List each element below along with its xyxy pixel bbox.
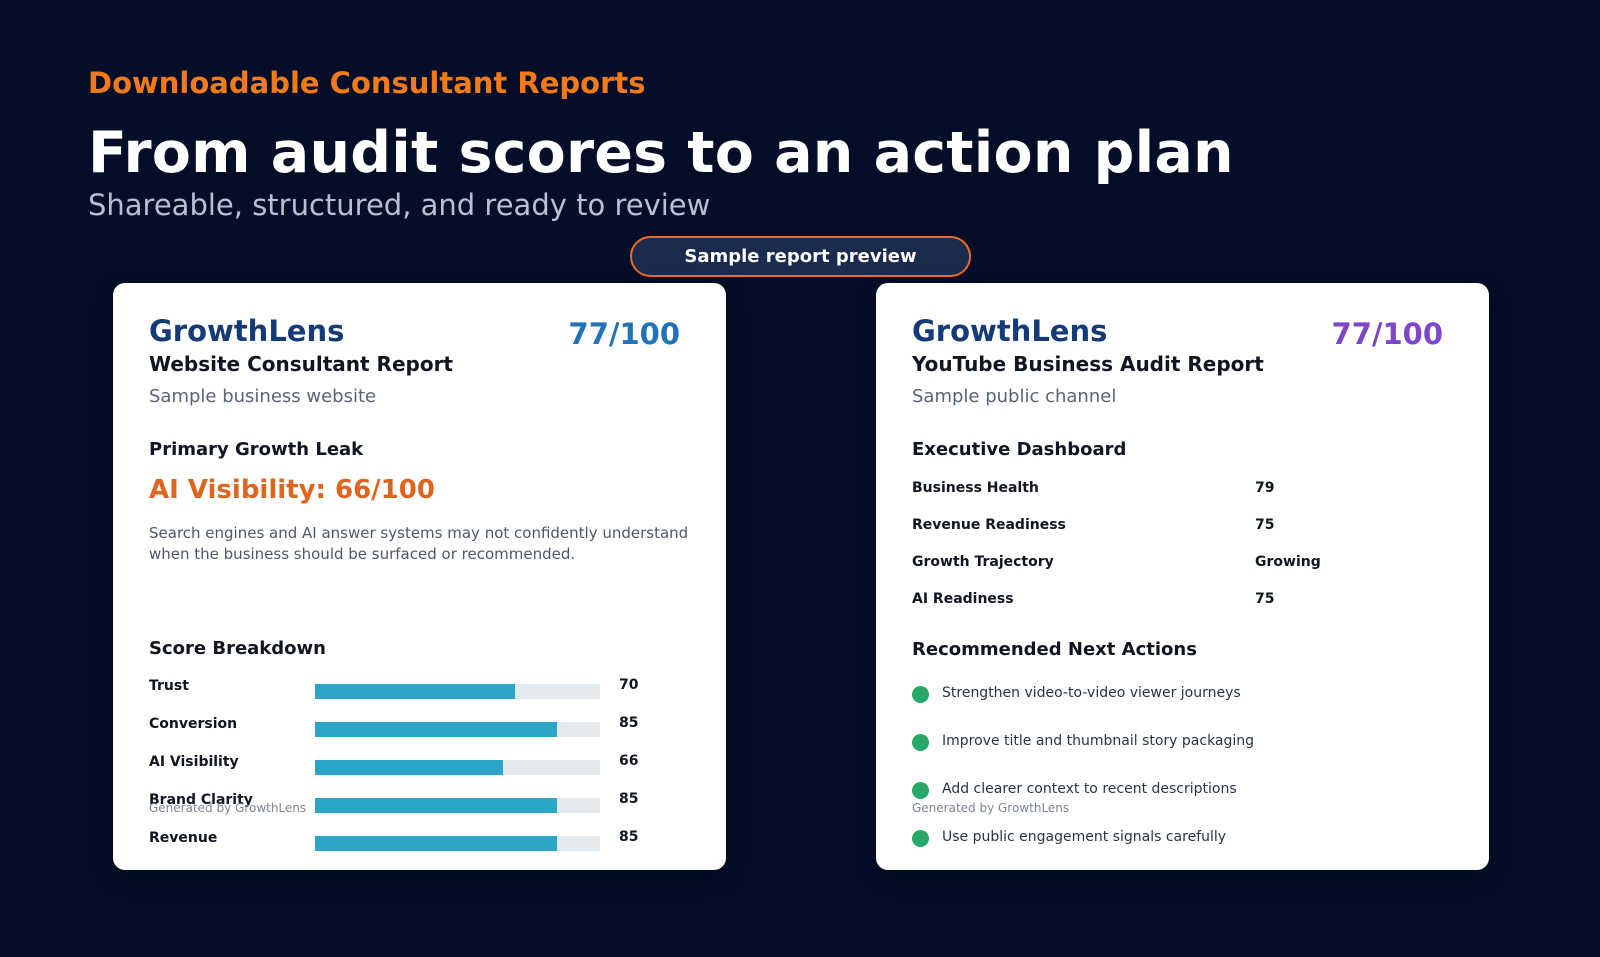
sample-preview-badge: Sample report preview — [630, 236, 971, 277]
score-bar-value: 85 — [619, 715, 639, 731]
score-bar-track — [315, 760, 600, 775]
action-item: Add clearer context to recent descriptio… — [912, 780, 1432, 802]
dashboard-label: Growth Trajectory — [912, 554, 1054, 570]
overall-score: 77/100 — [1331, 317, 1443, 351]
score-bar-fill — [315, 684, 515, 699]
score-bar-label: AI Visibility — [149, 754, 239, 770]
score-bar-track — [315, 836, 600, 851]
report-subtitle: Sample business website — [149, 386, 377, 407]
youtube-report-card: GrowthLens 77/100 YouTube Business Audit… — [876, 283, 1489, 870]
section-heading-next-actions: Recommended Next Actions — [912, 639, 1197, 660]
action-item: Improve title and thumbnail story packag… — [912, 732, 1432, 754]
check-dot-icon — [912, 830, 929, 847]
score-bar-value: 85 — [619, 791, 639, 807]
score-bar-label: Conversion — [149, 716, 238, 732]
score-bar-value: 70 — [619, 677, 639, 693]
dashboard-row: Growth Trajectory Growing — [912, 554, 1412, 574]
dashboard-value: 79 — [1255, 480, 1275, 496]
score-bar-value: 66 — [619, 753, 639, 769]
dashboard-label: AI Readiness — [912, 591, 1014, 607]
score-bar-label: Revenue — [149, 830, 218, 846]
score-bar-label: Brand Clarity — [149, 792, 253, 808]
section-heading-growth-leak: Primary Growth Leak — [149, 439, 364, 460]
report-subtitle: Sample public channel — [912, 386, 1117, 407]
score-bar-row: AI Visibility 66 — [149, 753, 689, 775]
growth-leak-value: AI Visibility: 66/100 — [149, 475, 435, 505]
check-dot-icon — [912, 686, 929, 703]
dashboard-label: Business Health — [912, 480, 1039, 496]
brand-name: GrowthLens — [912, 314, 1108, 348]
dashboard-value: Growing — [1255, 554, 1321, 570]
eyebrow-title: Downloadable Consultant Reports — [88, 66, 646, 100]
dashboard-row: Business Health 79 — [912, 480, 1412, 500]
overall-score: 77/100 — [568, 317, 680, 351]
dashboard-row: Revenue Readiness 75 — [912, 517, 1412, 537]
dashboard-row: AI Readiness 75 — [912, 591, 1412, 611]
section-heading-executive-dashboard: Executive Dashboard — [912, 439, 1127, 460]
score-bar-row: Conversion 85 — [149, 715, 689, 737]
dashboard-value: 75 — [1255, 517, 1275, 533]
growth-leak-description: Search engines and AI answer systems may… — [149, 524, 689, 563]
headline: From audit scores to an action plan — [88, 120, 1234, 186]
score-bar-fill — [315, 722, 558, 737]
report-title: Website Consultant Report — [149, 352, 453, 376]
score-bar-value: 85 — [619, 829, 639, 845]
action-text: Improve title and thumbnail story packag… — [942, 733, 1255, 749]
action-text: Strengthen video-to-video viewer journey… — [942, 685, 1241, 701]
generated-by-footer: Generated by GrowthLens — [149, 801, 307, 815]
brand-name: GrowthLens — [149, 314, 345, 348]
action-text: Use public engagement signals carefully — [942, 829, 1227, 845]
score-bar-track — [315, 684, 600, 699]
dashboard-label: Revenue Readiness — [912, 517, 1066, 533]
subheadline: Shareable, structured, and ready to revi… — [88, 188, 711, 222]
score-bar-fill — [315, 760, 504, 775]
dashboard-value: 75 — [1255, 591, 1275, 607]
report-title: YouTube Business Audit Report — [912, 352, 1264, 376]
website-report-card: GrowthLens 77/100 Website Consultant Rep… — [113, 283, 726, 870]
check-dot-icon — [912, 782, 929, 799]
score-bar-fill — [315, 836, 558, 851]
score-bar-label: Trust — [149, 678, 189, 694]
score-bar-track — [315, 798, 600, 813]
action-item: Use public engagement signals carefully — [912, 828, 1432, 850]
generated-by-footer: Generated by GrowthLens — [912, 801, 1070, 815]
score-bar-row: Trust 70 — [149, 677, 689, 699]
action-item: Strengthen video-to-video viewer journey… — [912, 684, 1432, 706]
section-heading-score-breakdown: Score Breakdown — [149, 638, 326, 659]
score-bar-fill — [315, 798, 558, 813]
score-bar-row: Brand Clarity 85 — [149, 791, 689, 813]
action-text: Add clearer context to recent descriptio… — [942, 781, 1237, 797]
score-bar-row: Revenue 85 — [149, 829, 689, 851]
check-dot-icon — [912, 734, 929, 751]
score-bar-track — [315, 722, 600, 737]
